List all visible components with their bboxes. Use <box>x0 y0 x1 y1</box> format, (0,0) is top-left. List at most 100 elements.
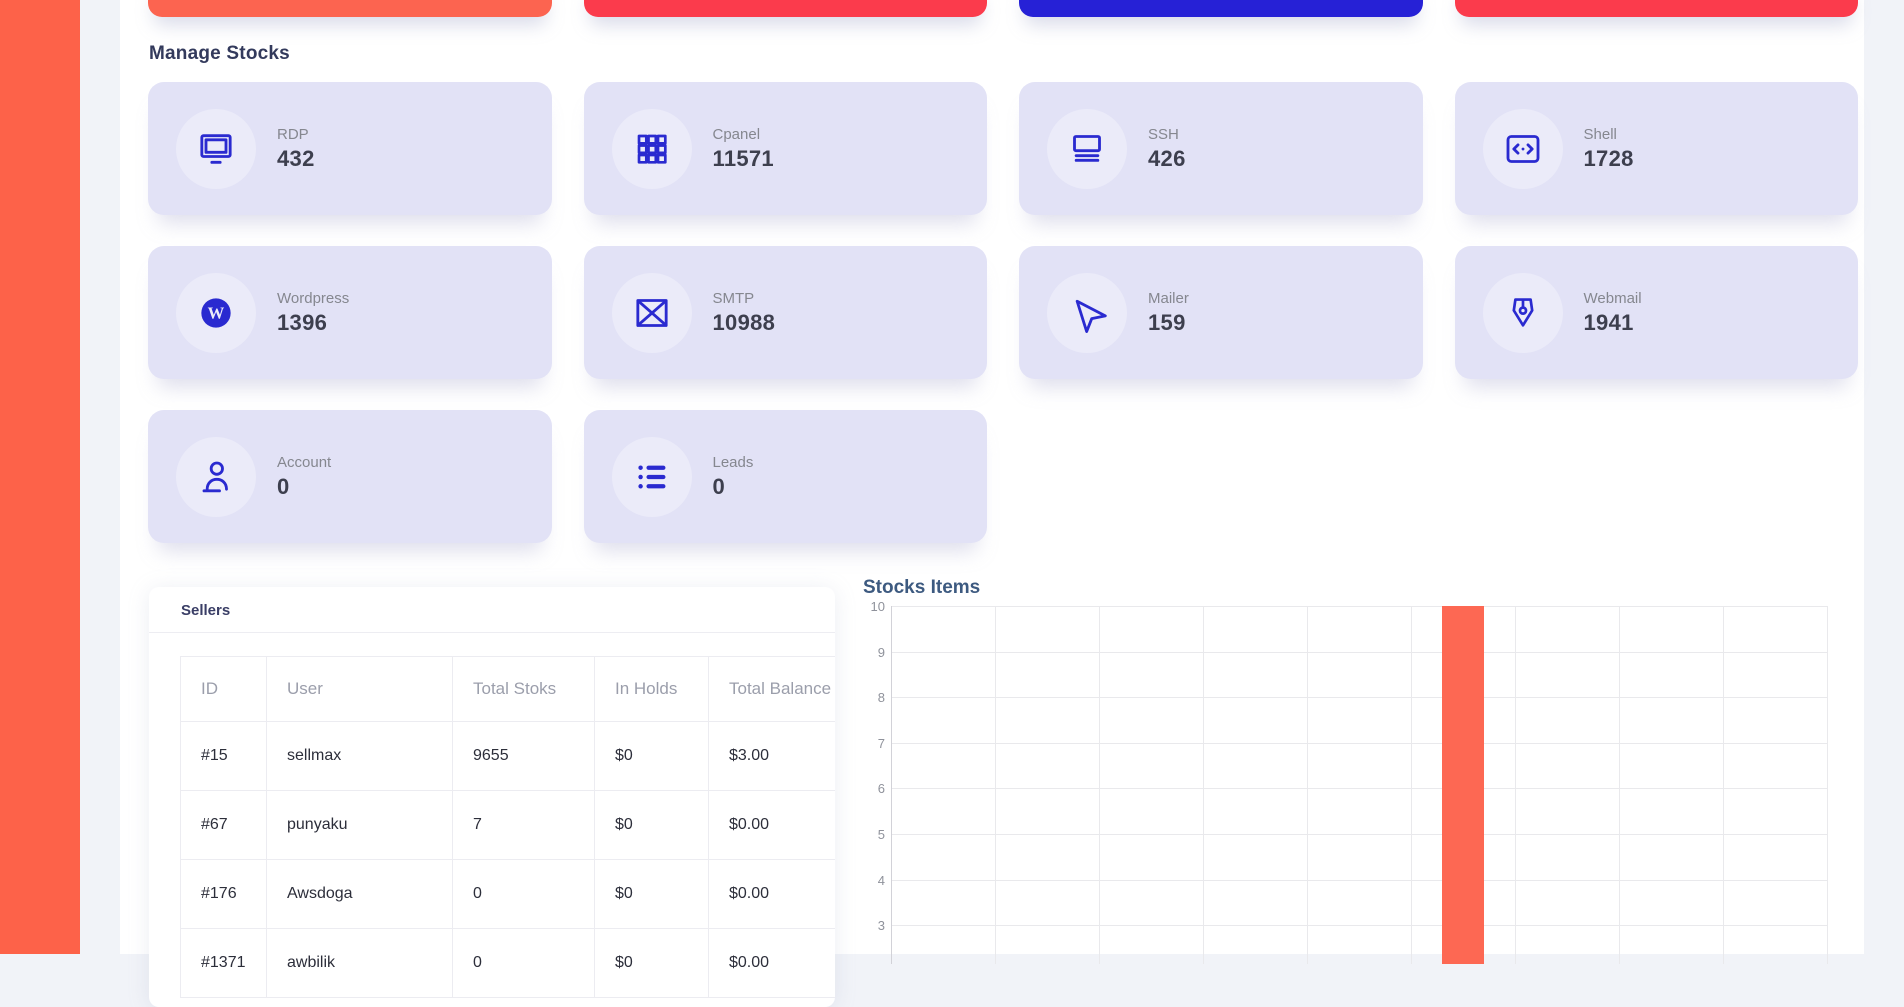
cell-total-balance: $3.00 <box>708 721 835 791</box>
cell-user: sellmax <box>266 721 453 791</box>
cell-id: #176 <box>180 859 267 929</box>
column-header-user: User <box>266 656 453 722</box>
column-header-total-stoks: Total Stoks <box>452 656 595 722</box>
stock-card-text: Leads 0 <box>713 454 754 500</box>
cell-id: #1371 <box>180 928 267 998</box>
stock-card-label: Mailer <box>1148 289 1189 307</box>
stock-card-wordpress[interactable]: W Wordpress 1396 <box>148 246 552 379</box>
cell-total-balance: $0.00 <box>708 859 835 929</box>
stock-card-smtp[interactable]: SMTP 10988 <box>583 246 987 379</box>
cell-total-balance: $0.00 <box>708 790 835 860</box>
gridline-vertical <box>1723 606 1724 964</box>
cell-in-holds: $0 <box>594 859 709 929</box>
cell-user: punyaku <box>266 790 453 860</box>
table-row[interactable]: #15 sellmax 9655 $0 $3.00 <box>180 721 835 791</box>
stock-card-label: SMTP <box>712 289 755 307</box>
cell-total-stocks: 0 <box>452 859 595 929</box>
y-axis-tick-label: 5 <box>877 827 885 842</box>
sidebar-rail <box>0 0 80 954</box>
gridline-vertical <box>1203 606 1204 964</box>
smtp-envelope-icon <box>611 272 692 353</box>
sellers-panel: Sellers ID User Total Stoks In Holds Total B… <box>149 587 835 1007</box>
gridline-horizontal <box>891 788 1827 790</box>
gridline-horizontal <box>891 651 1827 653</box>
stock-card-text: Account 0 <box>277 454 331 500</box>
stock-card-label: SSH <box>1148 125 1179 143</box>
y-axis-tick-label: 6 <box>877 781 885 797</box>
stock-card-label: Webmail <box>1583 289 1642 307</box>
cell-in-holds: $0 <box>594 790 709 860</box>
stock-card-value: 1396 <box>277 309 328 335</box>
cell-total-stocks: 7 <box>452 790 595 860</box>
gridline-horizontal <box>891 834 1827 835</box>
sellers-header-row: ID User Total Stoks In Holds Total Balance <box>180 656 835 722</box>
gridline-vertical <box>995 606 996 964</box>
stock-card-value: 426 <box>1148 145 1186 171</box>
stock-card-ssh[interactable]: SSH 426 <box>1019 82 1423 215</box>
y-axis-tick-label: 3 <box>877 918 885 934</box>
ssh-terminal-icon <box>1047 108 1127 189</box>
summary-card-4[interactable] <box>1454 0 1858 17</box>
stocks-items-chart: Stocks Items 10 9 8 7 6 5 4 3 <box>863 577 1828 964</box>
top-summary-cards-row <box>120 0 1864 17</box>
gridline-horizontal <box>891 742 1827 744</box>
summary-card-2[interactable] <box>583 0 987 17</box>
y-axis-line <box>891 606 892 964</box>
stock-card-text: Webmail 1941 <box>1584 290 1642 336</box>
table-row[interactable]: #1371 awbilik 0 $0 $0.00 <box>180 928 835 998</box>
y-axis-tick-label: 9 <box>877 644 885 660</box>
mailer-cursor-icon <box>1047 272 1127 353</box>
stock-card-rdp[interactable]: RDP 432 <box>148 82 552 215</box>
cell-total-stocks: 0 <box>452 928 595 998</box>
gridline-vertical <box>1411 606 1412 964</box>
cpanel-grid-icon <box>611 108 692 189</box>
cell-in-holds: $0 <box>594 721 709 791</box>
summary-card-3[interactable] <box>1019 0 1423 17</box>
stock-card-webmail[interactable]: Webmail 1941 <box>1454 246 1858 379</box>
account-user-icon <box>176 436 256 517</box>
cell-user: awbilik <box>266 928 453 998</box>
sellers-table: ID User Total Stoks In Holds Total Balance #… <box>180 656 835 998</box>
stock-card-leads[interactable]: Leads 0 <box>583 410 987 543</box>
stock-card-value: 10988 <box>712 309 776 335</box>
sellers-title: Sellers <box>149 587 835 633</box>
stock-card-value: 0 <box>277 473 290 499</box>
cell-total-stocks: 9655 <box>452 721 595 791</box>
stock-bar[interactable] <box>1442 606 1484 964</box>
cell-total-balance: $0.00 <box>708 928 835 998</box>
gridline-vertical <box>1619 606 1620 964</box>
rdp-monitor-icon <box>176 108 256 189</box>
stock-card-label: Shell <box>1583 125 1617 143</box>
stock-card-account[interactable]: Account 0 <box>148 410 552 543</box>
table-row[interactable]: #176 Awsdoga 0 $0 $0.00 <box>180 859 835 929</box>
stock-card-text: Cpanel 11571 <box>713 126 774 172</box>
stock-card-value: 432 <box>277 145 315 171</box>
webmail-pen-icon <box>1482 272 1563 353</box>
stock-card-mailer[interactable]: Mailer 159 <box>1019 246 1423 379</box>
stock-card-text: Shell 1728 <box>1584 126 1634 172</box>
cell-id: #15 <box>180 721 267 791</box>
column-header-in-holds: In Holds <box>594 656 709 722</box>
wordpress-icon: W <box>176 272 256 353</box>
stock-card-cpanel[interactable]: Cpanel 11571 <box>583 82 987 215</box>
cell-in-holds: $0 <box>594 928 709 998</box>
y-axis-tick-label: 8 <box>877 690 885 706</box>
gridline-horizontal <box>891 925 1827 927</box>
gridline-horizontal <box>891 606 1827 607</box>
manage-stocks-grid: RDP 432 Cpanel 11571 SSH 426 Shell 1728 W Wordpre… <box>120 82 1864 543</box>
stock-card-value: 1941 <box>1583 309 1634 335</box>
gridline-vertical <box>1515 606 1516 964</box>
manage-stocks-title: Manage Stocks <box>149 43 290 64</box>
stock-card-value: 0 <box>712 473 726 499</box>
stock-card-shell[interactable]: Shell 1728 <box>1454 82 1858 215</box>
chart-plot-area: 10 9 8 7 6 5 4 3 <box>871 599 1828 964</box>
gridline-vertical <box>1099 606 1100 964</box>
stock-card-label: Account <box>277 453 332 471</box>
stock-card-value: 1728 <box>1583 145 1634 171</box>
gridline-horizontal <box>891 879 1827 881</box>
table-row[interactable]: #67 punyaku 7 $0 $0.00 <box>180 790 835 860</box>
svg-text:W: W <box>208 303 225 322</box>
summary-card-1[interactable] <box>148 0 552 17</box>
gridline-horizontal <box>891 697 1827 699</box>
stock-card-label: Leads <box>712 453 754 471</box>
